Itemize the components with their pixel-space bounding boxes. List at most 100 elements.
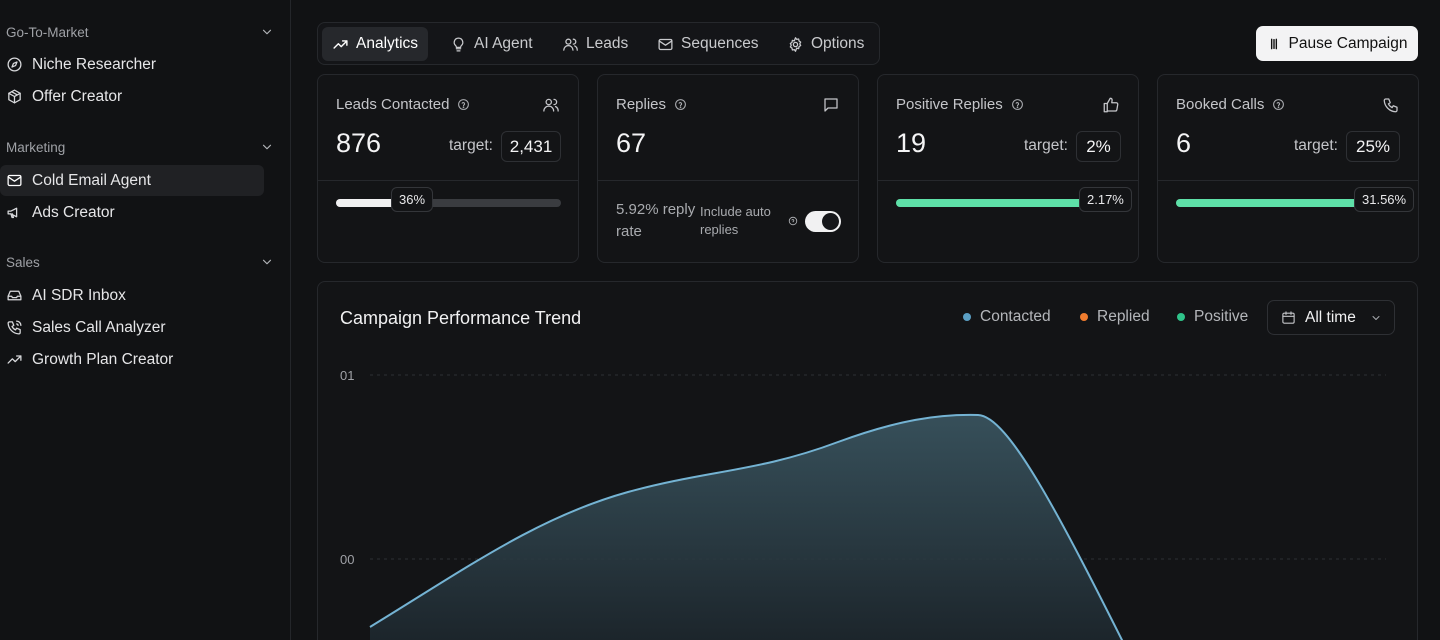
pause-icon [1270, 38, 1277, 49]
toggle-knob [822, 213, 839, 230]
trending-up-icon [6, 351, 23, 368]
help-icon[interactable] [674, 98, 687, 111]
positive-progress-bar [896, 199, 1121, 207]
help-icon[interactable] [457, 98, 470, 111]
card-title-text: Positive Replies [896, 96, 1003, 113]
progress-fill [896, 199, 1121, 207]
leads-progress-bar [336, 199, 561, 207]
contacted-series-line [369, 413, 1124, 640]
chevron-down-icon [262, 259, 272, 265]
legend-label: Replied [1097, 308, 1150, 325]
calendar-icon [1282, 311, 1295, 324]
pause-campaign-label: Pause Campaign [1288, 34, 1408, 52]
campaign-performance-panel: 01 00 Campaign Performance Trend Contact… [317, 281, 1418, 640]
booked-target-field[interactable]: 25% [1346, 131, 1400, 162]
tab-leads[interactable]: Leads [552, 27, 638, 61]
progress-fill [336, 199, 417, 207]
users-icon [563, 38, 578, 51]
pause-campaign-button[interactable]: Pause Campaign [1256, 26, 1418, 61]
date-range-select[interactable]: All time [1267, 300, 1395, 335]
legend-dot [963, 313, 971, 321]
help-icon[interactable] [788, 216, 798, 226]
section-marketing[interactable]: Marketing [6, 136, 274, 158]
section-label: Sales [6, 254, 40, 270]
mail-icon [658, 38, 673, 50]
legend-replied[interactable]: Replied [1080, 308, 1150, 326]
section-go-to-market[interactable]: Go-To-Market [6, 21, 274, 43]
target-label: target: [449, 137, 493, 154]
replies-card: Replies 67 5.92% reply rate Include auto… [597, 74, 859, 263]
sidebar-item-cold-email-agent[interactable]: Cold Email Agent [0, 165, 264, 196]
sidebar-item-label: Cold Email Agent [32, 171, 151, 189]
card-divider [1158, 180, 1418, 181]
message-square-icon [822, 96, 840, 114]
tab-analytics[interactable]: Analytics [322, 27, 429, 61]
sidebar-item-growth-plan-creator[interactable]: Growth Plan Creator [0, 344, 264, 375]
legend-dot [1177, 313, 1185, 321]
inbox-icon [6, 287, 23, 304]
tab-label: Leads [586, 35, 629, 52]
sidebar-item-label: Offer Creator [32, 87, 123, 105]
y-tick-label: 00 [340, 552, 354, 567]
section-sales[interactable]: Sales [6, 251, 274, 273]
phone-call-icon [6, 319, 23, 336]
booked-calls-value: 6 [1176, 128, 1192, 158]
legend-label: Contacted [980, 308, 1051, 325]
tab-bar: Analytics AI Agent Leads Sequences Optio… [317, 22, 880, 65]
card-title-text: Booked Calls [1176, 96, 1265, 113]
tab-label: Sequences [681, 35, 759, 52]
chevron-down-icon [1372, 316, 1380, 320]
y-tick-label: 01 [340, 368, 354, 383]
reply-rate-text: 5.92% reply rate [616, 201, 696, 240]
legend-label: Positive [1194, 308, 1249, 325]
lightbulb-icon [453, 36, 464, 52]
thumbs-up-icon [1102, 96, 1120, 114]
card-title-text: Leads Contacted [336, 96, 450, 113]
tab-sequences[interactable]: Sequences [647, 27, 769, 61]
replies-value: 67 [616, 128, 647, 158]
card-divider [598, 180, 858, 181]
positive-replies-value: 19 [896, 128, 927, 158]
target-label: target: [1024, 137, 1068, 154]
users-icon [542, 96, 560, 114]
tab-label: Analytics [356, 35, 419, 52]
include-auto-replies-label: Include auto replies [700, 204, 771, 237]
card-title: Positive Replies [896, 96, 1024, 113]
sidebar-item-ai-sdr-inbox[interactable]: AI SDR Inbox [0, 280, 264, 311]
progress-fill [1176, 199, 1401, 207]
leads-contacted-value: 876 [336, 128, 382, 158]
sidebar-item-ads-creator[interactable]: Ads Creator [0, 197, 264, 228]
sidebar-item-niche-researcher[interactable]: Niche Researcher [0, 49, 264, 80]
trend-title: Campaign Performance Trend [340, 308, 582, 328]
legend-contacted[interactable]: Contacted [963, 308, 1051, 326]
include-auto-replies-toggle[interactable] [805, 211, 841, 232]
phone-icon [1382, 96, 1400, 114]
card-divider [318, 180, 578, 181]
booked-calls-card: Booked Calls 6 target: 25% 31.56% [1157, 74, 1419, 263]
card-title: Replies [616, 96, 687, 113]
sidebar-item-sales-call-analyzer[interactable]: Sales Call Analyzer [0, 312, 264, 343]
gear-icon [789, 36, 802, 52]
positive-replies-card: Positive Replies 19 target: 2% 2.17% [877, 74, 1139, 263]
legend-dot [1080, 313, 1088, 321]
tab-options[interactable]: Options [777, 27, 874, 61]
package-icon [6, 88, 23, 105]
help-icon[interactable] [1272, 98, 1285, 111]
mail-icon [6, 172, 23, 189]
booked-progress-bar [1176, 199, 1401, 207]
help-icon[interactable] [1011, 98, 1024, 111]
sidebar-item-offer-creator[interactable]: Offer Creator [0, 81, 264, 112]
section-label: Marketing [6, 139, 66, 155]
leads-target-field[interactable]: 2,431 [501, 131, 561, 162]
legend-positive[interactable]: Positive [1177, 308, 1248, 326]
sidebar-item-label: Sales Call Analyzer [32, 318, 166, 336]
contacted-area [370, 414, 1122, 640]
card-divider [878, 180, 1138, 181]
booked-percent-badge: 31.56% [1354, 187, 1415, 212]
compass-icon [6, 56, 23, 73]
card-title: Leads Contacted [336, 96, 470, 113]
tab-ai-agent[interactable]: AI Agent [440, 27, 543, 61]
chevron-down-icon [262, 144, 272, 150]
tab-label: Options [811, 35, 865, 52]
positive-target-field[interactable]: 2% [1076, 131, 1121, 162]
